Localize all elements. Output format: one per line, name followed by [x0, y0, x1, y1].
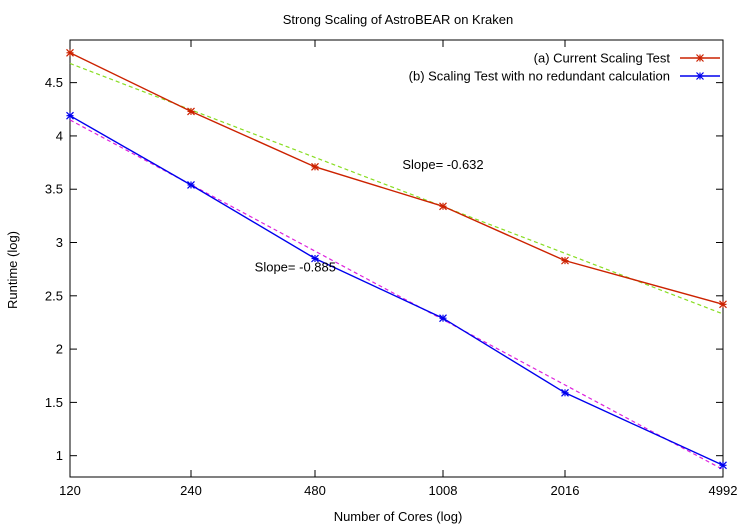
plot-frame — [69, 39, 724, 478]
data-point — [187, 107, 195, 116]
x-tick-label: 2016 — [551, 483, 580, 498]
data-point — [561, 388, 569, 397]
data-point — [719, 300, 727, 309]
y-axis-label: Runtime (log) — [5, 231, 20, 309]
data-point — [696, 54, 704, 62]
data-point — [561, 256, 569, 265]
data-point — [187, 181, 195, 189]
data-point — [66, 48, 74, 57]
y-tick-label: 1.5 — [45, 395, 63, 410]
data-point — [439, 314, 447, 323]
legend: (a) Current Scaling Test (b) Scaling Test… — [409, 51, 720, 84]
y-tick-label: 4.5 — [45, 75, 63, 90]
fit-line — [69, 119, 724, 471]
x-axis-label: Number of Cores (log) — [334, 509, 463, 524]
x-tick-label: 120 — [59, 483, 81, 498]
data-point — [439, 202, 447, 211]
data-point — [311, 162, 319, 171]
data-point — [311, 254, 319, 263]
y-tick-label: 3.5 — [45, 182, 63, 197]
legend-label: (b) Scaling Test with no redundant calcu… — [409, 69, 670, 84]
data-point — [66, 111, 74, 120]
y-tick-label: 1 — [56, 448, 63, 463]
x-tick-label: 1008 — [429, 483, 458, 498]
x-tick-label: 480 — [304, 483, 326, 498]
x-tick-label: 240 — [180, 483, 202, 498]
data-point — [696, 72, 704, 80]
y-tick-label: 2.5 — [45, 288, 63, 303]
series-line — [69, 52, 724, 306]
x-tick-label: 4992 — [709, 483, 738, 498]
slope-annotation: Slope= -0.632 — [402, 157, 483, 172]
y-tick-label: 2 — [56, 342, 63, 357]
y-tick-label: 4 — [56, 128, 63, 143]
fit-line — [69, 62, 724, 315]
data-point — [719, 461, 727, 470]
slope-annotation: Slope= -0.885 — [255, 259, 336, 274]
legend-label: (a) Current Scaling Test — [534, 51, 671, 66]
series-line — [69, 115, 724, 466]
chart-title: Strong Scaling of AstroBEAR on Kraken — [283, 12, 514, 27]
y-tick-label: 3 — [56, 235, 63, 250]
